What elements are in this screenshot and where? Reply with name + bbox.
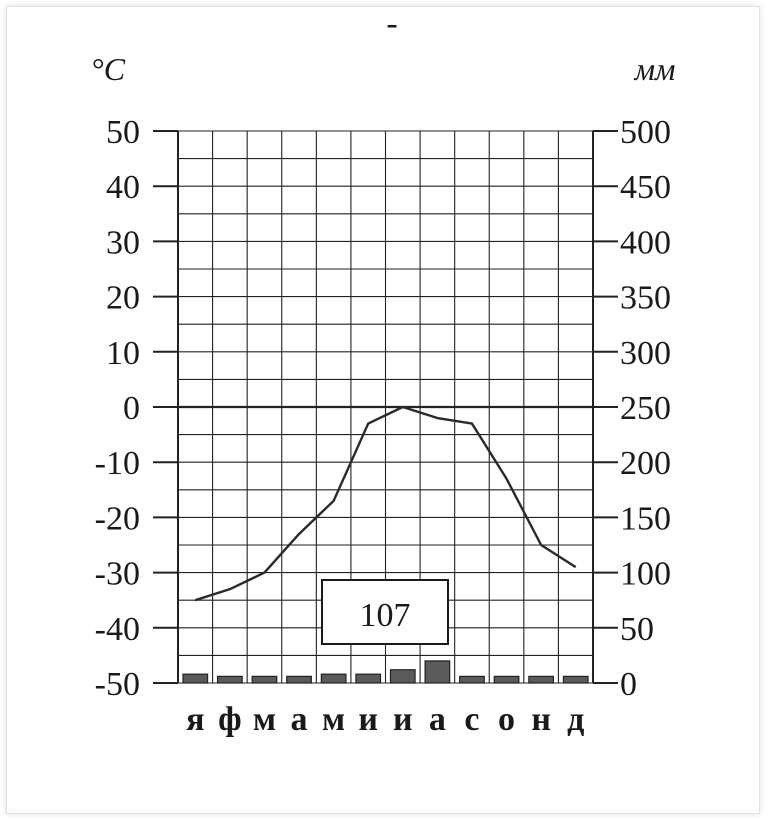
month-label: я: [186, 701, 204, 738]
month-label: с: [464, 701, 479, 738]
right-tick-label: 250: [620, 390, 671, 427]
month-label: и: [358, 701, 378, 738]
left-tick-label: -20: [95, 500, 140, 537]
month-label: д: [567, 701, 584, 738]
annual-precipitation-frame: [321, 579, 449, 645]
right-tick-label: 0: [620, 666, 637, 703]
left-axis: 50 40 30 20 10 0 -10 -20 -30 -40 -50: [95, 114, 178, 703]
precipitation-bar: [424, 660, 451, 684]
precipitation-bar: [528, 675, 555, 684]
right-tick-label: 500: [620, 114, 671, 151]
month-label: и: [393, 701, 413, 738]
right-tick-label: 150: [620, 500, 671, 537]
left-tick-label: -10: [95, 445, 140, 482]
temperature-series: [194, 405, 577, 602]
left-tick-label: 20: [106, 280, 140, 317]
left-tick-label: -50: [95, 666, 140, 703]
right-tick-label: 100: [620, 556, 671, 593]
left-tick-label: 30: [106, 224, 140, 261]
left-tick-label: 40: [106, 169, 140, 206]
left-tick-label: 50: [106, 114, 140, 151]
temperature-line: [194, 405, 577, 602]
right-tick-label: 400: [620, 224, 671, 261]
chart-frame: [6, 6, 760, 814]
left-tick-label: -40: [95, 611, 140, 648]
precipitation-bar: [562, 675, 589, 684]
annual-precipitation-label: 107: [360, 597, 411, 634]
precipitation-bar: [251, 675, 278, 684]
right-tick-label: 200: [620, 445, 671, 482]
right-axis-unit: мм: [634, 51, 676, 87]
month-label: а: [291, 701, 308, 738]
precipitation-bar: [389, 669, 416, 684]
right-tick-label: 50: [620, 611, 654, 648]
chart-title: -: [386, 5, 397, 42]
precipitation-bar: [355, 673, 382, 684]
precipitation-bar: [320, 673, 347, 684]
right-tick-label: 450: [620, 169, 671, 206]
month-label: а: [429, 701, 446, 738]
precipitation-bar: [286, 675, 312, 684]
month-label: ф: [218, 701, 242, 738]
left-tick-label: 10: [106, 335, 140, 372]
left-tick-label: -30: [95, 556, 140, 593]
left-axis-unit: °C: [91, 51, 126, 87]
precipitation-bar: [216, 675, 243, 684]
right-tick-label: 350: [620, 280, 671, 317]
precipitation-bar: [459, 675, 485, 684]
month-label: м: [253, 701, 276, 738]
precipitation-bar: [493, 675, 520, 684]
precipitation-bar: [182, 673, 209, 684]
precipitation-bars: [182, 660, 589, 684]
annual-precipitation-box: 107: [321, 579, 449, 645]
month-label: м: [322, 701, 345, 738]
month-label: о: [498, 701, 515, 738]
month-label: н: [531, 701, 551, 738]
left-tick-label: 0: [123, 390, 140, 427]
right-tick-label: 300: [620, 335, 671, 372]
